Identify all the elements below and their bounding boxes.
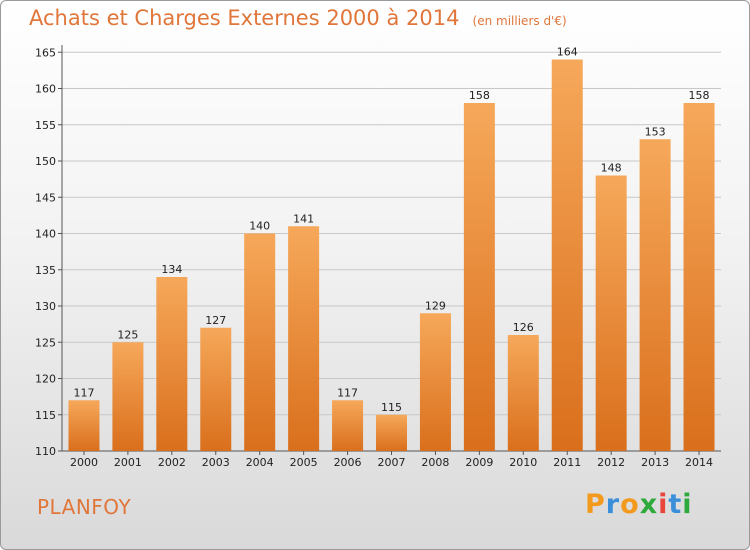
bar xyxy=(419,313,451,451)
bar-value-label: 148 xyxy=(601,162,622,175)
bar-value-label: 126 xyxy=(513,321,534,334)
bar xyxy=(332,400,364,451)
x-tick-label: 2001 xyxy=(114,456,142,469)
bar xyxy=(200,327,232,451)
bar xyxy=(463,103,495,451)
y-tick-label: 165 xyxy=(35,46,56,59)
bar-value-label: 127 xyxy=(205,314,226,327)
bar-value-label: 115 xyxy=(381,401,402,414)
y-tick-label: 115 xyxy=(35,409,56,422)
x-tick-label: 2014 xyxy=(685,456,713,469)
bar xyxy=(68,400,100,451)
bar xyxy=(639,139,671,451)
y-tick-label: 130 xyxy=(35,300,56,313)
y-tick-label: 145 xyxy=(35,191,56,204)
bar-value-label: 117 xyxy=(337,386,358,399)
y-tick-label: 125 xyxy=(35,336,56,349)
y-tick-label: 110 xyxy=(35,445,56,458)
x-tick-label: 2000 xyxy=(70,456,98,469)
bar-value-label: 125 xyxy=(117,328,138,341)
x-tick-label: 2005 xyxy=(290,456,318,469)
bar-value-label: 129 xyxy=(425,299,446,312)
x-tick-label: 2008 xyxy=(421,456,449,469)
x-tick-label: 2009 xyxy=(465,456,493,469)
logo-letter: i xyxy=(682,489,693,520)
bar xyxy=(507,335,539,451)
title-row: Achats et Charges Externes 2000 à 2014 (… xyxy=(29,6,567,30)
x-tick-label: 2002 xyxy=(158,456,186,469)
x-tick-label: 2007 xyxy=(378,456,406,469)
bar-value-label: 158 xyxy=(469,89,490,102)
x-tick-label: 2012 xyxy=(597,456,625,469)
bar xyxy=(288,226,320,451)
logo-letter: x xyxy=(639,489,659,520)
bar xyxy=(683,103,715,451)
bar xyxy=(244,233,276,451)
chart-unit: (en milliers d'€) xyxy=(472,14,567,28)
logo-letter: r xyxy=(605,489,621,520)
bar-value-label: 117 xyxy=(73,386,94,399)
bar-value-label: 141 xyxy=(293,212,314,225)
chart-title: Achats et Charges Externes 2000 à 2014 xyxy=(29,6,460,30)
x-tick-label: 2003 xyxy=(202,456,230,469)
proxiti-logo: Proxiti xyxy=(585,489,693,520)
y-tick-label: 120 xyxy=(35,373,56,386)
bar xyxy=(595,175,627,451)
x-tick-label: 2004 xyxy=(246,456,274,469)
y-tick-label: 140 xyxy=(35,228,56,241)
x-tick-label: 2010 xyxy=(509,456,537,469)
y-tick-label: 160 xyxy=(35,83,56,96)
bar xyxy=(551,59,583,451)
bar-value-label: 134 xyxy=(161,263,182,276)
y-tick-label: 150 xyxy=(35,155,56,168)
logo-letter: t xyxy=(668,489,683,520)
commune-label: PLANFOY xyxy=(37,495,132,519)
bar-value-label: 158 xyxy=(689,89,710,102)
logo-letter: i xyxy=(658,489,669,520)
x-tick-label: 2013 xyxy=(641,456,669,469)
x-tick-label: 2011 xyxy=(553,456,581,469)
logo-letter: o xyxy=(620,489,640,520)
bar xyxy=(156,277,188,451)
x-tick-label: 2006 xyxy=(334,456,362,469)
bar-value-label: 164 xyxy=(557,46,578,59)
bar xyxy=(112,342,144,451)
bar xyxy=(376,414,407,451)
y-tick-label: 135 xyxy=(35,264,56,277)
y-tick-label: 155 xyxy=(35,119,56,132)
logo-letter: P xyxy=(585,489,606,520)
bar-value-label: 140 xyxy=(249,220,270,233)
bar-value-label: 153 xyxy=(645,125,666,138)
